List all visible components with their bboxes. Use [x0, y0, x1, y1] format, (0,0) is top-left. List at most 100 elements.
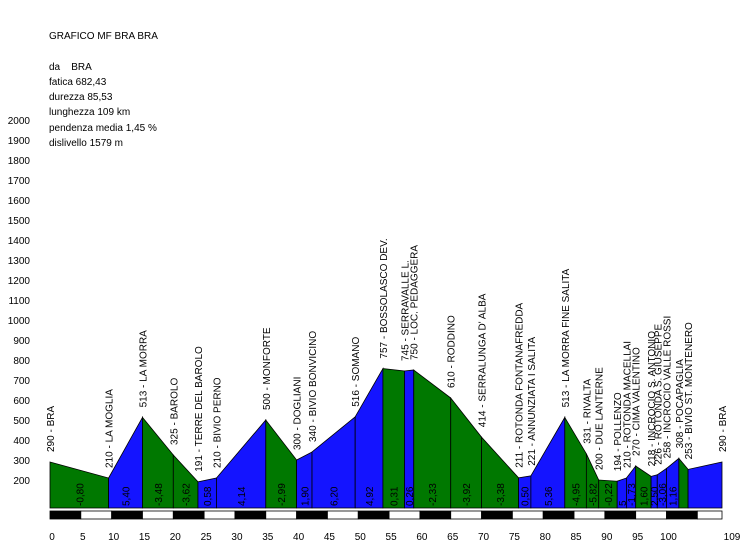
y-tick-label: 1600	[8, 196, 31, 207]
scale-block	[481, 510, 513, 520]
slope-label: 4,92	[365, 486, 376, 506]
scale-block	[542, 510, 575, 520]
slope-label: 0,58	[203, 486, 214, 506]
scale-block	[635, 510, 667, 520]
scale-block	[296, 510, 328, 520]
x-tick-label: 20	[170, 532, 182, 543]
slope-label: -3,62	[182, 483, 193, 506]
slope-label: 1,16	[669, 486, 680, 506]
slope-label: 1,60	[639, 486, 650, 506]
x-tick-label: 85	[570, 532, 582, 543]
scale-block	[388, 510, 421, 520]
x-tick-label: 80	[540, 532, 552, 543]
scale-block	[172, 510, 205, 520]
x-tick-label: 65	[447, 532, 459, 543]
waypoint-label: 757 - BOSSOLASCO DEV.	[379, 238, 390, 358]
waypoint-label: 513 - LA MORRA FINE SALITA	[561, 268, 572, 407]
waypoint-label: 610 - RODDINO	[447, 315, 458, 388]
slope-label: -3,92	[462, 483, 473, 506]
slope-label: 6,20	[330, 486, 341, 506]
y-tick-label: 800	[13, 356, 30, 367]
x-tick-label: 40	[293, 532, 305, 543]
scale-block	[234, 510, 267, 520]
chart-title: GRAFICO MF BRA BRA	[49, 31, 158, 42]
x-tick-label: 5	[80, 532, 86, 543]
slope-label: -4,95	[572, 483, 583, 506]
waypoint-label: 290 - BRA	[46, 406, 57, 452]
slope-label: 5,40	[122, 486, 133, 506]
slope-label: 5,36	[544, 486, 555, 506]
x-tick-label: 30	[231, 532, 243, 543]
waypoint-label: 750 - LOC. PEDAGGERA	[410, 245, 421, 360]
x-tick-label: 95	[632, 532, 644, 543]
y-tick-label: 600	[13, 396, 30, 407]
waypoint-label: 745 - SERRAVALLE L.	[400, 260, 411, 361]
slope-label: 1,90	[300, 486, 311, 506]
y-tick-label: 1300	[8, 256, 31, 267]
y-tick-label: 200	[13, 476, 30, 487]
km-scale-bar	[49, 510, 723, 520]
waypoint-label: 218 - INCROCIO S. ANTONIO	[647, 331, 658, 467]
start-location: da BRA	[49, 61, 92, 73]
route-info: GRAFICO MF BRA BRA da BRA fatica 682,43 …	[49, 29, 158, 151]
y-tick-label: 1200	[8, 276, 31, 287]
waypoint-label: 253 - BIVIO ST. MONTENERO	[684, 322, 695, 459]
y-tick-label: 1400	[8, 236, 31, 247]
waypoint-label: 200 - DUE LANTERNE	[595, 367, 606, 470]
profile-segment	[678, 457, 689, 509]
y-tick-label: 1500	[8, 216, 31, 227]
x-tick-label: 45	[324, 532, 336, 543]
waypoint-label: 325 - BAROLO	[169, 378, 180, 445]
slope-label: -2,33	[428, 483, 439, 506]
dislivello-stat: dislivello 1579 m	[49, 138, 123, 150]
waypoint-label: 211 - ROTONDA FONTANAFREDDA	[515, 302, 526, 467]
slope-label: -3,06	[658, 483, 669, 506]
waypoint-label: 500 - MONFORTE	[262, 327, 273, 410]
x-axis: 0 5 10 15 20 25 30 35 40 45 50 55 60 65 70 75 80 85 90 95 10…	[49, 532, 741, 543]
scale-block	[450, 510, 482, 520]
profile-segment	[687, 461, 723, 509]
y-tick-label: 2000	[8, 116, 31, 127]
y-tick-label: 1900	[8, 136, 31, 147]
slope-label: -0,80	[75, 483, 86, 506]
scale-block	[696, 510, 723, 520]
scale-block	[111, 510, 143, 520]
scale-block	[604, 510, 637, 520]
slope-labels: -0,80 5,40 -3,48 -3,62 0,58 4,14 -2,99 1,90 6,20…	[75, 483, 679, 506]
x-tick-label: 10	[108, 532, 120, 543]
x-tick-label: 0	[49, 532, 55, 543]
waypoint-label: 191 - TERRE DEL BAROLO	[194, 346, 205, 472]
slope-label: 0,26	[405, 486, 416, 506]
slope-label: 0,31	[390, 486, 401, 506]
scale-block	[573, 510, 606, 520]
waypoint-label: 513 - LA MORRA	[138, 330, 149, 408]
slope-label: -0,22	[604, 483, 615, 506]
scale-block	[666, 510, 698, 520]
x-tick-label: 75	[509, 532, 521, 543]
y-tick-label: 500	[13, 416, 30, 427]
slope-label: -1,73	[627, 483, 638, 506]
y-tick-label: 1100	[8, 296, 30, 307]
y-tick-label: 1000	[8, 316, 31, 327]
x-tick-label: 25	[201, 532, 213, 543]
x-tick-label: 35	[262, 532, 274, 543]
scale-block	[357, 510, 390, 520]
waypoint-label: 226 - ROTONDA S. GIUSEPPE	[653, 323, 664, 464]
slope-label: -3,38	[496, 483, 507, 506]
y-tick-label: 700	[13, 376, 30, 387]
slope-label: -2,99	[277, 483, 288, 506]
y-axis: 200 300 400 500 600 700 800 900 1000 1100 1200 1300…	[8, 116, 31, 487]
waypoint-label: 221 - ANNUNZIATA I SALITA	[527, 337, 538, 466]
scale-block	[265, 510, 298, 520]
waypoint-label: 331 - RIVALTA	[582, 378, 593, 443]
x-tick-label: 70	[478, 532, 490, 543]
slope-label: -3,48	[154, 483, 165, 506]
x-tick-label: 109	[724, 532, 741, 543]
y-tick-label: 300	[13, 456, 30, 467]
y-tick-label: 1700	[8, 176, 31, 187]
x-tick-label: 100	[660, 532, 677, 543]
scale-block	[80, 510, 113, 520]
slope-label: 0,50	[521, 486, 532, 506]
waypoint-label: 516 - SOMANO	[351, 337, 362, 407]
